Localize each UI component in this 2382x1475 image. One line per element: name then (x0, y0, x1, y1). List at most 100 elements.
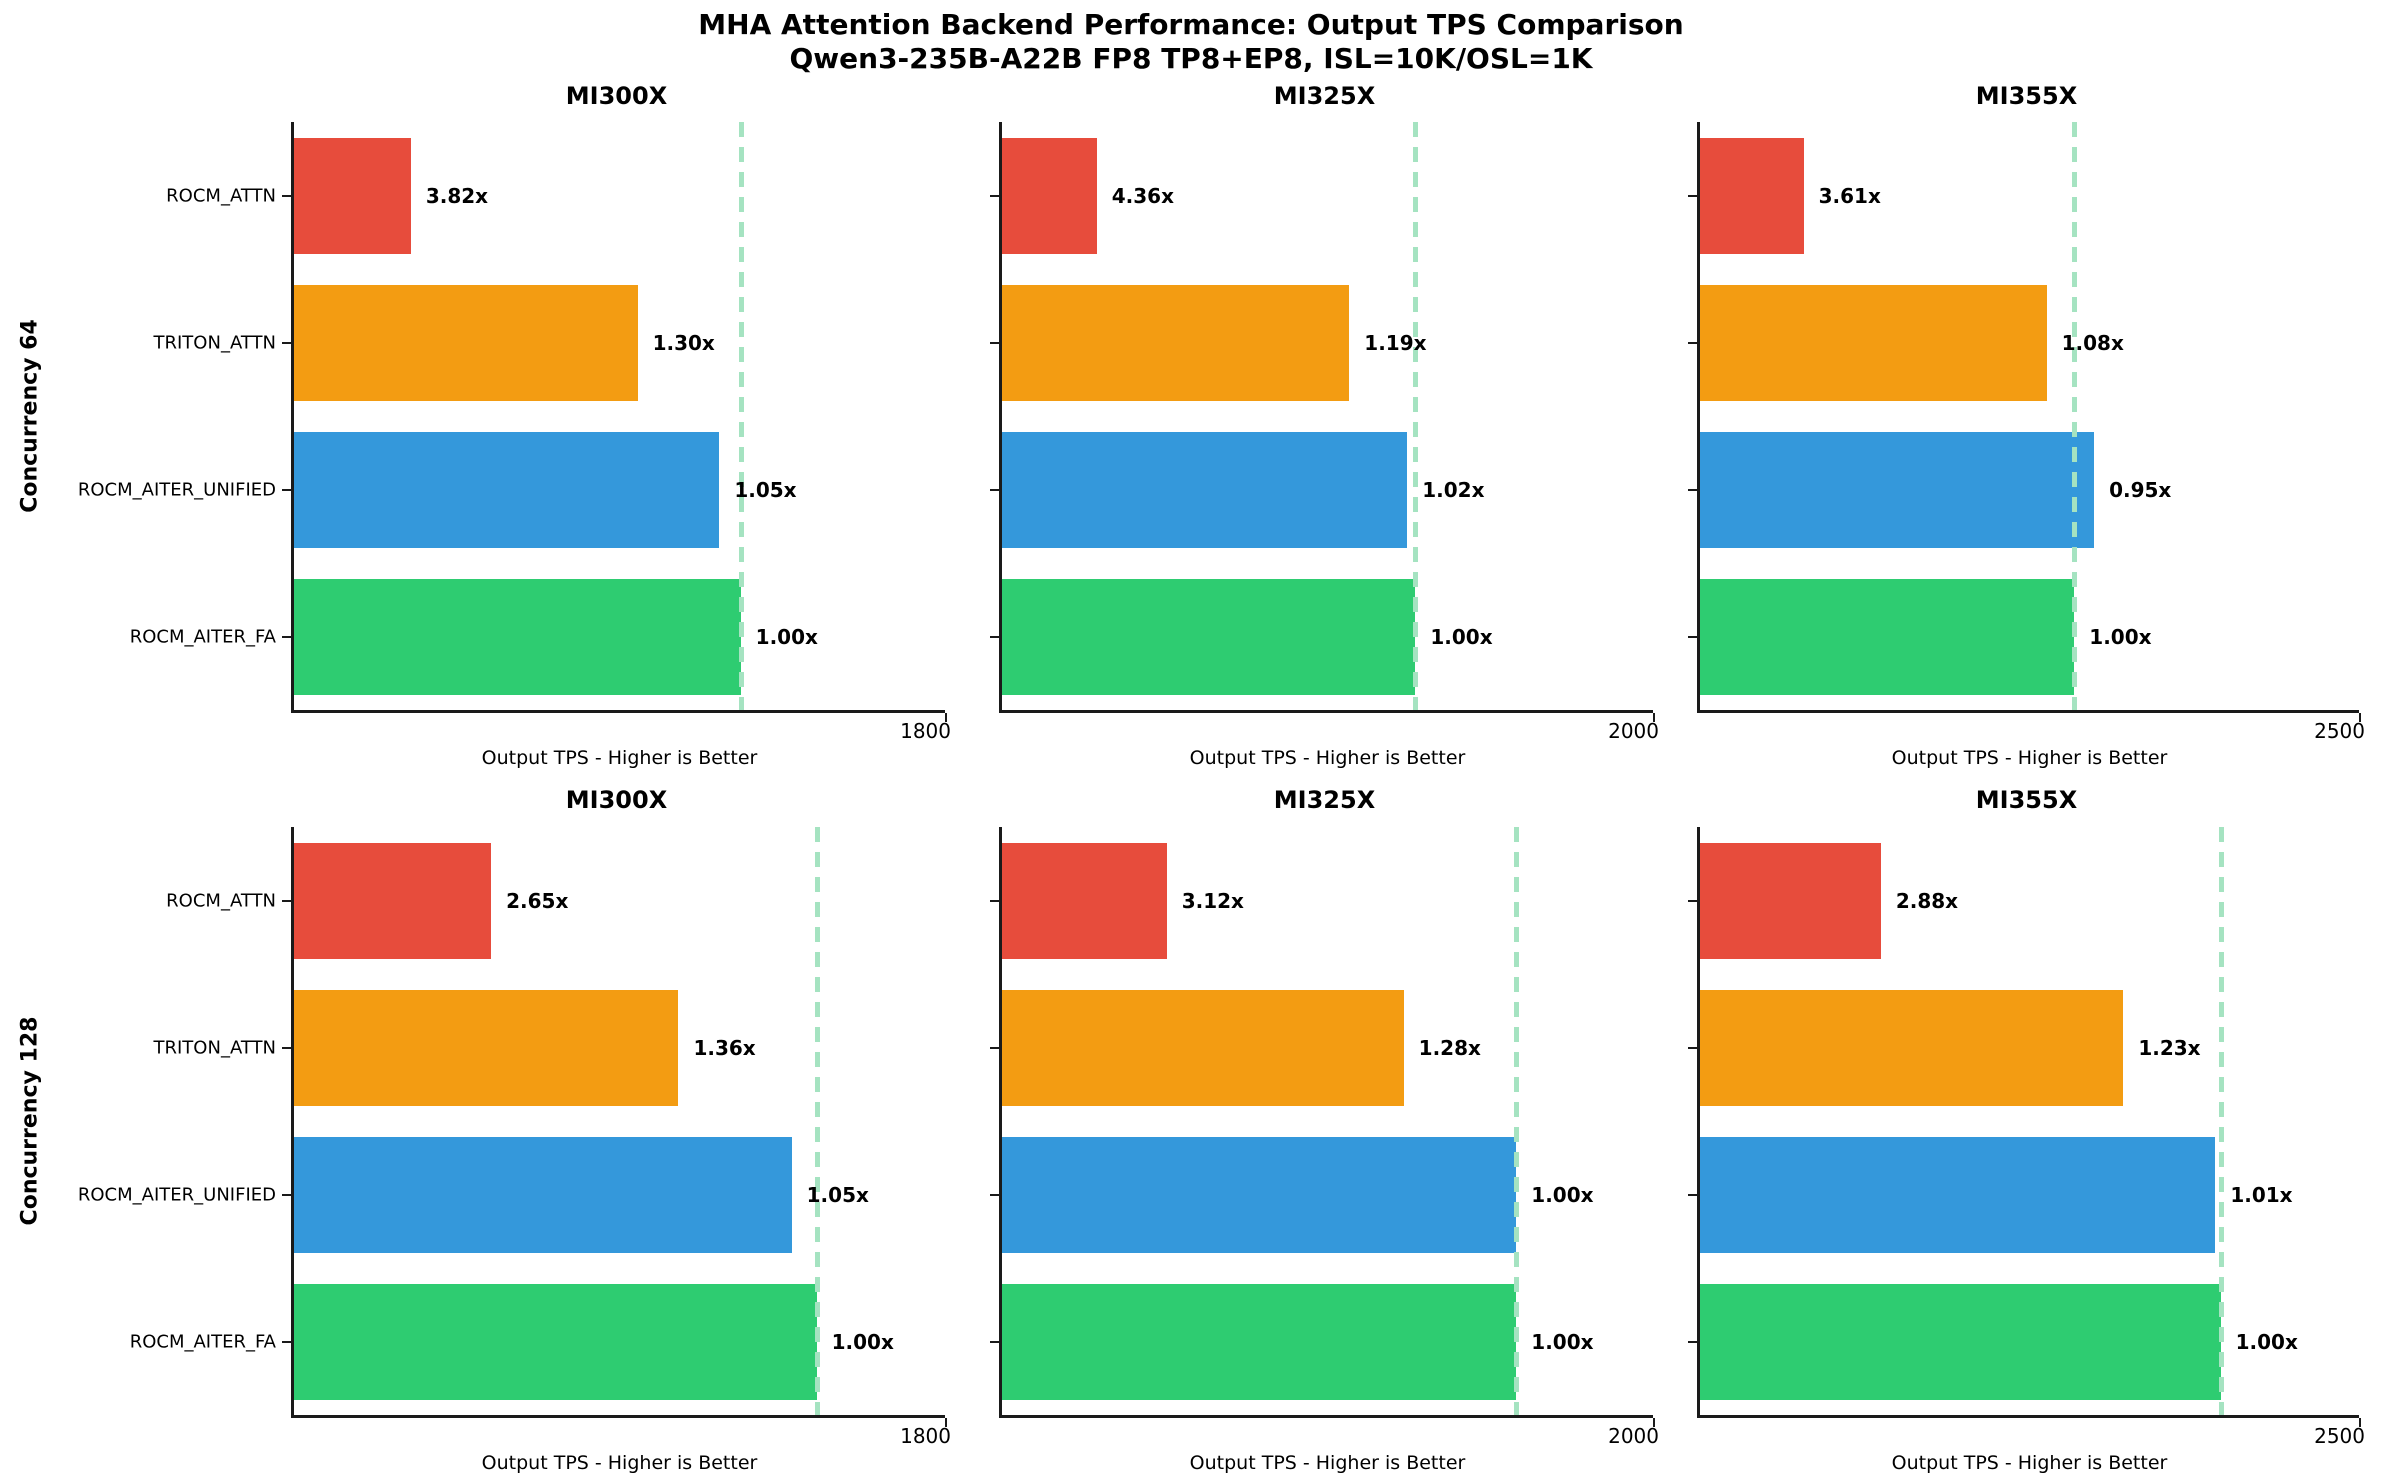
baseline-reference-line (1514, 827, 1520, 1415)
figure-title-line1: MHA Attention Backend Performance: Outpu… (698, 8, 1684, 41)
x-tick-label: 1800 (900, 1424, 951, 1448)
x-tick-mark (945, 1418, 947, 1427)
bar-rocm-aiter-fa (1700, 1283, 2221, 1400)
x-tick-mark (945, 713, 947, 722)
subplot-title: MI325X (1273, 786, 1376, 814)
bar-triton-attn (294, 284, 638, 401)
y-tick-mark (1688, 1193, 1697, 1196)
y-tick-label: ROCM_ATTN (166, 890, 276, 911)
y-tick-mark (1688, 194, 1697, 197)
baseline-reference-line (814, 827, 820, 1415)
y-tick-mark (990, 341, 999, 344)
bar-value-label: 1.05x (734, 477, 797, 502)
x-tick-label: 2000 (1608, 719, 1659, 743)
y-tick-mark (1688, 899, 1697, 902)
y-tick-mark (1688, 341, 1697, 344)
row-label-text: Concurrency 64 (17, 319, 43, 513)
y-tick-mark (282, 1340, 291, 1343)
bar-rocm-attn (1002, 842, 1167, 959)
subplot-title: MI325X (1273, 82, 1376, 110)
y-tick-mark (990, 1193, 999, 1196)
bar-triton-attn (1700, 989, 2124, 1106)
y-tick-mark (282, 1046, 291, 1049)
y-tick-mark (1688, 1340, 1697, 1343)
x-tick-mark (1653, 713, 1655, 722)
baseline-reference-line (2072, 122, 2078, 710)
bar-triton-attn (1700, 284, 2047, 401)
x-tick-mark (2359, 1418, 2361, 1427)
bar-rocm-aiter-unified (294, 1136, 792, 1253)
bar-rocm-attn (1700, 842, 1881, 959)
bar-rocm-attn (1700, 137, 1804, 254)
bar-rocm-aiter-unified (1700, 1136, 2216, 1253)
bar-value-label: 1.30x (652, 330, 715, 355)
bar-value-label: 1.00x (831, 1329, 894, 1354)
figure-title: MHA Attention Backend Performance: Outpu… (0, 8, 2382, 76)
bar-value-label: 1.08x (2061, 330, 2124, 355)
y-tick-mark (1688, 488, 1697, 491)
bar-rocm-aiter-unified (1002, 431, 1408, 548)
x-axis-label: Output TPS - Higher is Better (1891, 1452, 2168, 1474)
x-axis-label: Output TPS - Higher is Better (1891, 747, 2168, 769)
bar-rocm-aiter-unified (1700, 431, 2095, 548)
y-tick-mark (1688, 635, 1697, 638)
bar-value-label: 1.00x (755, 624, 818, 649)
subplot-title: MI300X (565, 786, 668, 814)
bar-value-label: 1.00x (2235, 1329, 2298, 1354)
bar-triton-attn (1002, 284, 1350, 401)
y-tick-mark (282, 194, 291, 197)
bar-value-label: 1.05x (806, 1182, 869, 1207)
bar-value-label: 1.23x (2138, 1035, 2201, 1060)
bar-value-label: 3.61x (1818, 183, 1881, 208)
y-tick-mark (282, 1193, 291, 1196)
x-axis-label: Output TPS - Higher is Better (1189, 747, 1466, 769)
bar-rocm-aiter-unified (1002, 1136, 1517, 1253)
bar-value-label: 4.36x (1111, 183, 1174, 208)
y-tick-label: ROCM_ATTN (166, 185, 276, 206)
bar-value-label: 1.28x (1418, 1035, 1481, 1060)
bar-value-label: 1.01x (2230, 1182, 2293, 1207)
bar-rocm-aiter-fa (1002, 578, 1416, 695)
y-tick-mark (990, 1340, 999, 1343)
y-tick-mark (990, 899, 999, 902)
bar-value-label: 1.02x (1422, 477, 1485, 502)
y-tick-mark (1688, 1046, 1697, 1049)
y-tick-mark (990, 488, 999, 491)
bar-rocm-aiter-fa (1002, 1283, 1517, 1400)
bar-value-label: 1.36x (693, 1035, 756, 1060)
x-tick-mark (1653, 1418, 1655, 1427)
y-tick-mark (282, 341, 291, 344)
subplot-title: MI355X (1975, 786, 2078, 814)
plot-area: 3.82x ROCM_ATTN 1.30x TRITON_ATTN 1.05x ROCM_… (78, 122, 951, 769)
y-tick-label: ROCM_AITER_FA (129, 1331, 276, 1352)
bar-rocm-aiter-fa (1700, 578, 2075, 695)
y-tick-mark (282, 899, 291, 902)
bar-triton-attn (1002, 989, 1404, 1106)
bar-value-label: 1.00x (1430, 624, 1493, 649)
subplot-title: MI355X (1975, 82, 2078, 110)
bar-triton-attn (294, 989, 679, 1106)
baseline-reference-line (738, 122, 744, 710)
bar-value-label: 2.88x (1895, 888, 1959, 913)
x-tick-label: 2500 (2314, 719, 2365, 743)
x-tick-label: 2500 (2314, 1424, 2365, 1448)
bar-value-label: 3.82x (425, 183, 489, 208)
y-tick-mark (990, 194, 999, 197)
x-tick-mark (2359, 713, 2361, 722)
plot-area: 3.61x 1.08x 0.95x 1.00x 2500 Output TPS - Hig… (1688, 122, 2365, 769)
bar-rocm-attn (294, 137, 411, 254)
x-tick-label: 1800 (900, 719, 951, 743)
bar-value-label: 1.00x (1531, 1182, 1594, 1207)
y-tick-label: ROCM_AITER_UNIFIED (77, 1184, 276, 1205)
x-axis-label: Output TPS - Higher is Better (481, 747, 758, 769)
plot-area: 2.88x 1.23x 1.01x 1.00x 2500 Output TPS - Hig… (1688, 827, 2365, 1474)
bar-value-label: 1.19x (1364, 330, 1427, 355)
plot-area: 2.65x ROCM_ATTN 1.36x TRITON_ATTN 1.05x ROCM_… (78, 827, 951, 1474)
bar-rocm-attn (294, 842, 492, 959)
y-tick-mark (990, 635, 999, 638)
y-tick-label: ROCM_AITER_FA (129, 626, 276, 647)
x-axis-label: Output TPS - Higher is Better (481, 1452, 758, 1474)
y-tick-mark (282, 635, 291, 638)
bar-rocm-attn (1002, 137, 1097, 254)
row-label-text: Concurrency 128 (17, 1016, 43, 1226)
